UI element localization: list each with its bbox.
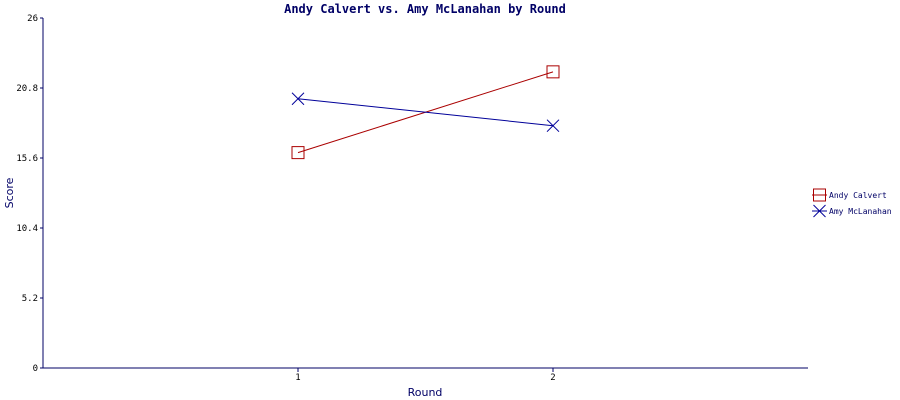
y-tick-label: 26: [27, 14, 38, 24]
legend-label: Amy McLanahan: [829, 207, 892, 216]
y-tick-label: 15.6: [16, 154, 38, 164]
series-layer: [291, 65, 560, 160]
chart-title: Andy Calvert vs. Amy McLanahan by Round: [284, 2, 566, 16]
y-tick-label: 20.8: [16, 84, 38, 94]
series-line-amy-mclanahan: [297, 98, 554, 127]
x-tick-label: 1: [295, 373, 300, 383]
y-tick-label: 10.4: [16, 224, 38, 234]
legend: Andy Calvert Amy McLanahan: [812, 188, 892, 218]
data-point: [546, 65, 560, 79]
x-axis-label: Round: [408, 386, 443, 399]
data-point: [546, 119, 560, 133]
y-tick-label: 0: [33, 364, 38, 374]
legend-marker: [813, 188, 826, 202]
y-tick-label: 5.2: [22, 294, 38, 304]
y-axis-label: Score: [3, 177, 16, 208]
x-tick-label: 2: [550, 373, 555, 383]
legend-marker: [813, 204, 826, 218]
legend-label: Andy Calvert: [829, 191, 887, 200]
data-point: [291, 146, 305, 160]
y-ticks: 0 5.2 10.4 15.6 20.8 26: [16, 14, 43, 374]
data-point: [291, 92, 305, 106]
